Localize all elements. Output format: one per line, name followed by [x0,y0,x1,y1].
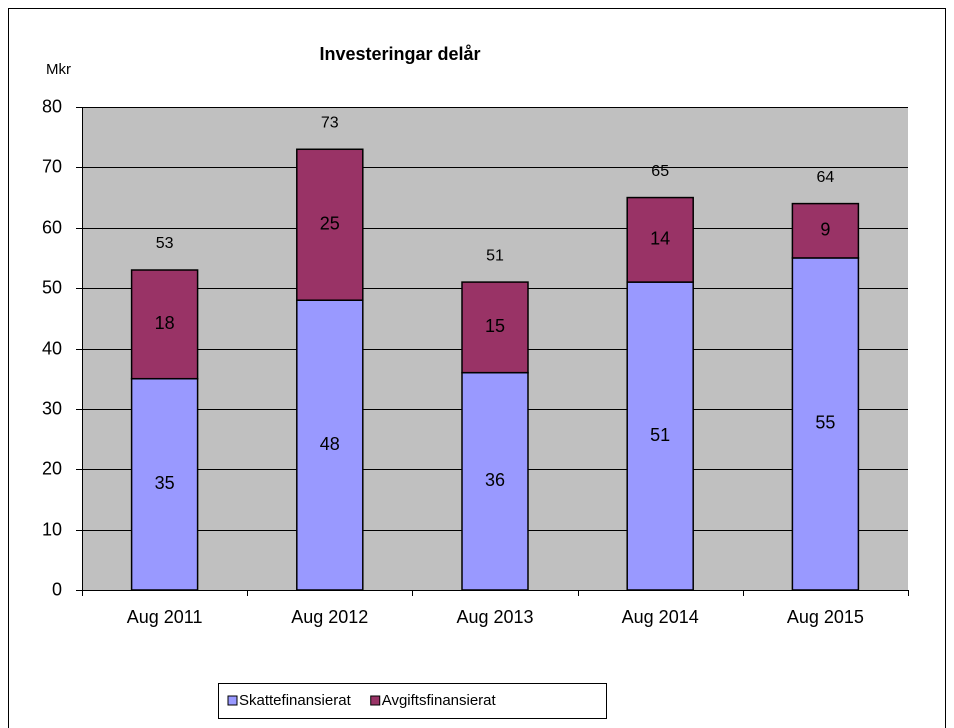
bar-segment [791,257,860,591]
total-label: 53 [156,235,174,252]
total-label: 65 [651,163,669,180]
data-label: 15 [485,316,505,336]
data-label: 35 [155,473,175,493]
bar-segment [296,299,364,591]
y-tick-label: 70 [42,156,62,176]
x-tick-label: Aug 2015 [787,607,864,627]
data-label: 36 [485,470,505,490]
data-label: 18 [155,313,175,333]
legend-box [218,683,607,719]
bar-segment [461,371,529,591]
x-tick-label: Aug 2013 [456,607,533,627]
y-tick-label: 0 [52,579,62,599]
bar-segment [130,269,199,380]
y-tick-label: 80 [42,96,62,116]
y-tick-label: 20 [42,458,62,478]
data-label: 25 [320,213,340,233]
chart-title: Investeringar delår [319,44,480,64]
total-label: 51 [486,247,504,264]
x-tick-label: Aug 2012 [291,607,368,627]
legend-swatch [370,695,381,706]
data-label: 14 [650,229,670,249]
data-label: 9 [820,220,830,240]
legend-label: Skattefinansierat [239,692,352,709]
bar-segment [130,377,199,591]
y-axis-label: Mkr [46,61,71,78]
y-tick-label: 50 [42,277,62,297]
total-label: 73 [321,114,339,131]
bar-segment [296,148,364,301]
legend-label: Avgiftsfinansierat [382,692,497,709]
legend-swatch [227,695,238,706]
y-tick-label: 10 [42,519,62,539]
bar-segment [791,202,860,259]
x-tick-label: Aug 2014 [622,607,699,627]
y-tick-label: 40 [42,338,62,358]
total-label: 64 [817,169,835,186]
y-tick-label: 60 [42,217,62,237]
y-tick-label: 30 [42,398,62,418]
bar-segment [626,196,694,283]
data-label: 48 [320,434,340,454]
data-label: 55 [815,413,835,433]
x-tick-label: Aug 2011 [127,607,203,627]
data-label: 51 [650,425,670,445]
bar-segment [626,281,694,591]
bar-segment [461,281,529,374]
